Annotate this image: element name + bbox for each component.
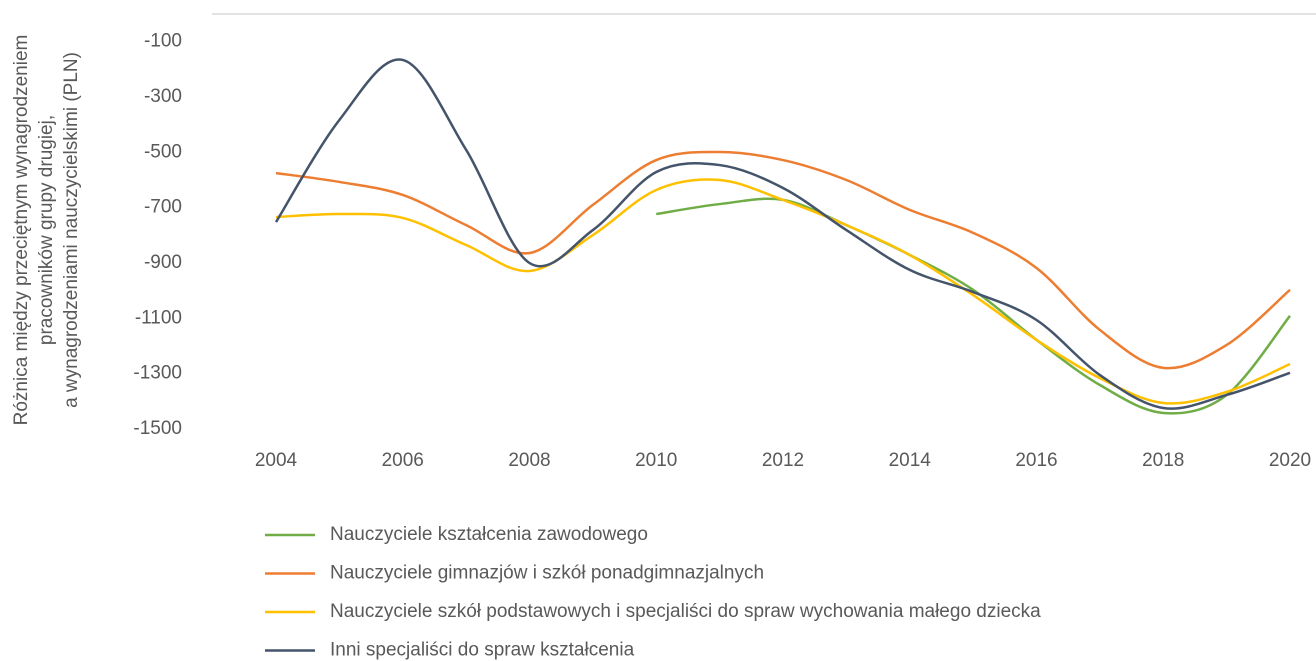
y-axis-label: Różnica między przeciętnym wynagrodzenie…: [11, 35, 32, 426]
x-tick-label: 2014: [889, 450, 932, 471]
x-tick-label: 2012: [762, 450, 804, 471]
legend-label: Inni specjaliści do spraw kształcenia: [330, 640, 635, 661]
x-tick-label: 2008: [508, 450, 550, 471]
series-line: [656, 197, 1291, 415]
y-axis-label: a wynagrodzeniami nauczycielskimi (PLN): [61, 52, 82, 408]
y-tick-label: -500: [144, 141, 182, 162]
x-tick-label: 2018: [1142, 450, 1184, 471]
x-tick-label: 2016: [1015, 450, 1057, 471]
y-tick-label: -1500: [133, 418, 182, 439]
x-tick-label: 2004: [255, 450, 298, 471]
series-line: [274, 58, 1291, 410]
y-axis-label: pracowników grupy drugiej,: [36, 115, 57, 345]
y-tick-label: -900: [144, 252, 182, 273]
x-tick-label: 2010: [635, 450, 677, 471]
legend-label: Nauczyciele gimnazjów i szkół ponadgimna…: [330, 563, 764, 584]
y-tick-label: -100: [144, 31, 182, 52]
series-line: [275, 178, 1291, 405]
x-tick-label: 2006: [382, 450, 424, 471]
series-line: [275, 150, 1291, 370]
legend-label: Nauczyciele kształcenia zawodowego: [330, 524, 648, 545]
y-tick-label: -700: [144, 197, 182, 218]
y-tick-label: -1300: [133, 363, 182, 384]
y-tick-label: -300: [144, 86, 182, 107]
x-tick-label: 2020: [1269, 450, 1311, 471]
legend-label: Nauczyciele szkół podstawowych i specjal…: [330, 601, 1041, 622]
y-tick-label: -1100: [135, 307, 182, 328]
